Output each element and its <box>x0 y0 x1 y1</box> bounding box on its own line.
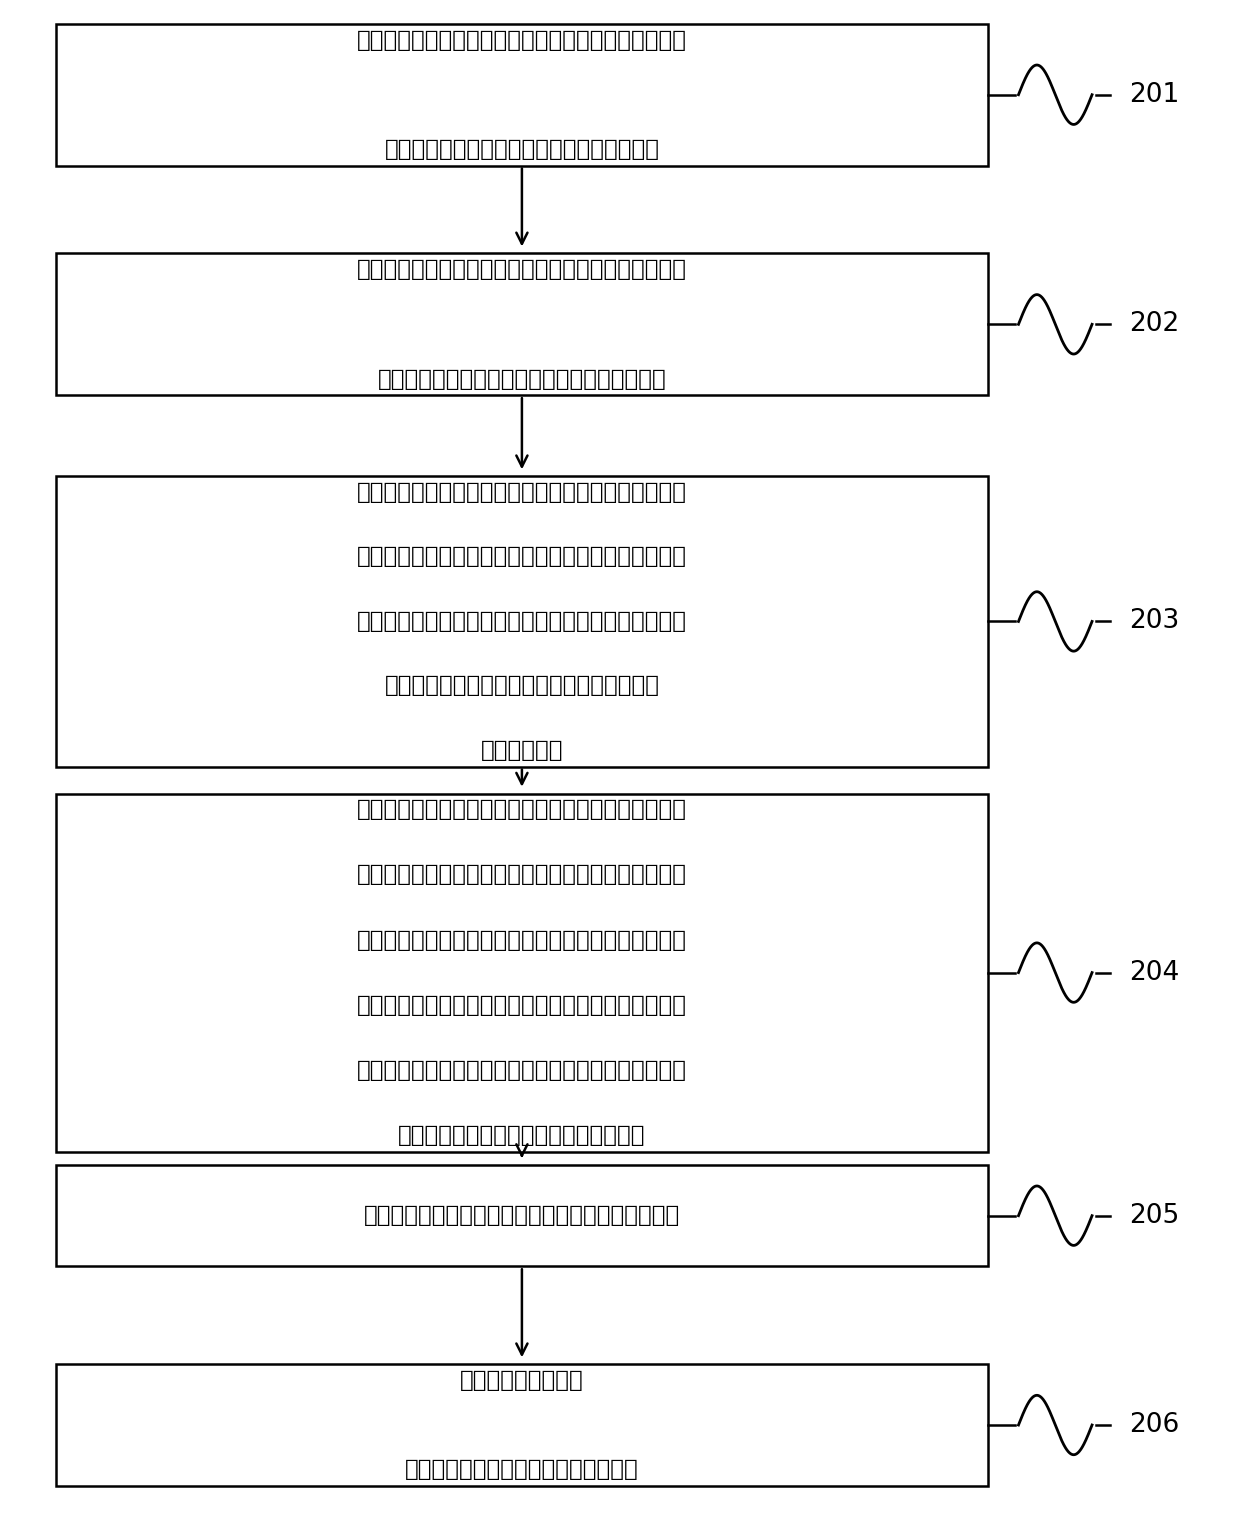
Text: 根据所述两相反电动: 根据所述两相反电动 <box>460 1369 584 1392</box>
Bar <box>56 477 988 767</box>
Text: 根据所述第二同步电机模型，得到所述两相反电动势: 根据所述第二同步电机模型，得到所述两相反电动势 <box>363 1204 680 1227</box>
Text: 205: 205 <box>1128 1203 1179 1229</box>
Text: 所述两相电流与两相反电动势的对应关系: 所述两相电流与两相反电动势的对应关系 <box>398 1124 646 1147</box>
Bar <box>56 253 988 395</box>
Text: 测量永磁同步电机的三相电流和三相输出电压，其中，: 测量永磁同步电机的三相电流和三相输出电压，其中， <box>357 29 687 51</box>
Text: 步电机模型，所述第二同步模型中包括所述两相输出电: 步电机模型，所述第二同步模型中包括所述两相输出电 <box>357 994 687 1017</box>
Text: 电机的电感和所述两相电流，建立第一同步电机模型，: 电机的电感和所述两相电流，建立第一同步电机模型， <box>357 546 687 569</box>
Text: 204: 204 <box>1128 959 1179 985</box>
Text: 压、所述永磁同步电机的电感、所述测试电感的电感、: 压、所述永磁同步电机的电感、所述测试电感的电感、 <box>357 1059 687 1082</box>
Bar <box>56 24 988 165</box>
Text: 势的对应关系: 势的对应关系 <box>481 738 563 763</box>
Text: 202: 202 <box>1128 312 1179 337</box>
Text: 其中，所述同步电机模型包括两相输入电压、所述永磁: 其中，所述同步电机模型包括两相输入电压、所述永磁 <box>357 610 687 632</box>
Bar <box>56 1365 988 1486</box>
Text: 两相输出电压，得到消除了所述三相输入电压的第二同: 两相输出电压，得到消除了所述三相输入电压的第二同 <box>357 929 687 952</box>
Bar <box>56 1165 988 1266</box>
Text: 的电感、所述三相电流、所述第一同步电机模型和所述: 的电感、所述三相电流、所述第一同步电机模型和所述 <box>357 864 687 887</box>
Text: 根据所述永磁同步电机的三相输入电压、所述永磁同步: 根据所述永磁同步电机的三相输入电压、所述永磁同步 <box>357 481 687 504</box>
Text: 所述永磁同步电机的三相分别串联有测试电感: 所述永磁同步电机的三相分别串联有测试电感 <box>384 138 660 160</box>
Text: 203: 203 <box>1128 608 1179 634</box>
Text: 201: 201 <box>1128 82 1179 107</box>
Text: 206: 206 <box>1128 1412 1179 1437</box>
Text: 势，得到所述永磁同步电机的转子位置: 势，得到所述永磁同步电机的转子位置 <box>405 1459 639 1481</box>
Text: 将所述三相电流和所述三相输出电压进行坐标变换，得: 将所述三相电流和所述三相输出电压进行坐标变换，得 <box>357 259 687 281</box>
Text: 同步电机的电感、所述两相电流与两相反电动: 同步电机的电感、所述两相电流与两相反电动 <box>384 675 660 697</box>
Bar <box>56 794 988 1151</box>
Text: 到两相静止坐标系下的两相电流和两相输出电压: 到两相静止坐标系下的两相电流和两相输出电压 <box>377 368 666 390</box>
Text: 根据所述永磁同步电机的三相输入电压、所述测试电感: 根据所述永磁同步电机的三相输入电压、所述测试电感 <box>357 799 687 822</box>
